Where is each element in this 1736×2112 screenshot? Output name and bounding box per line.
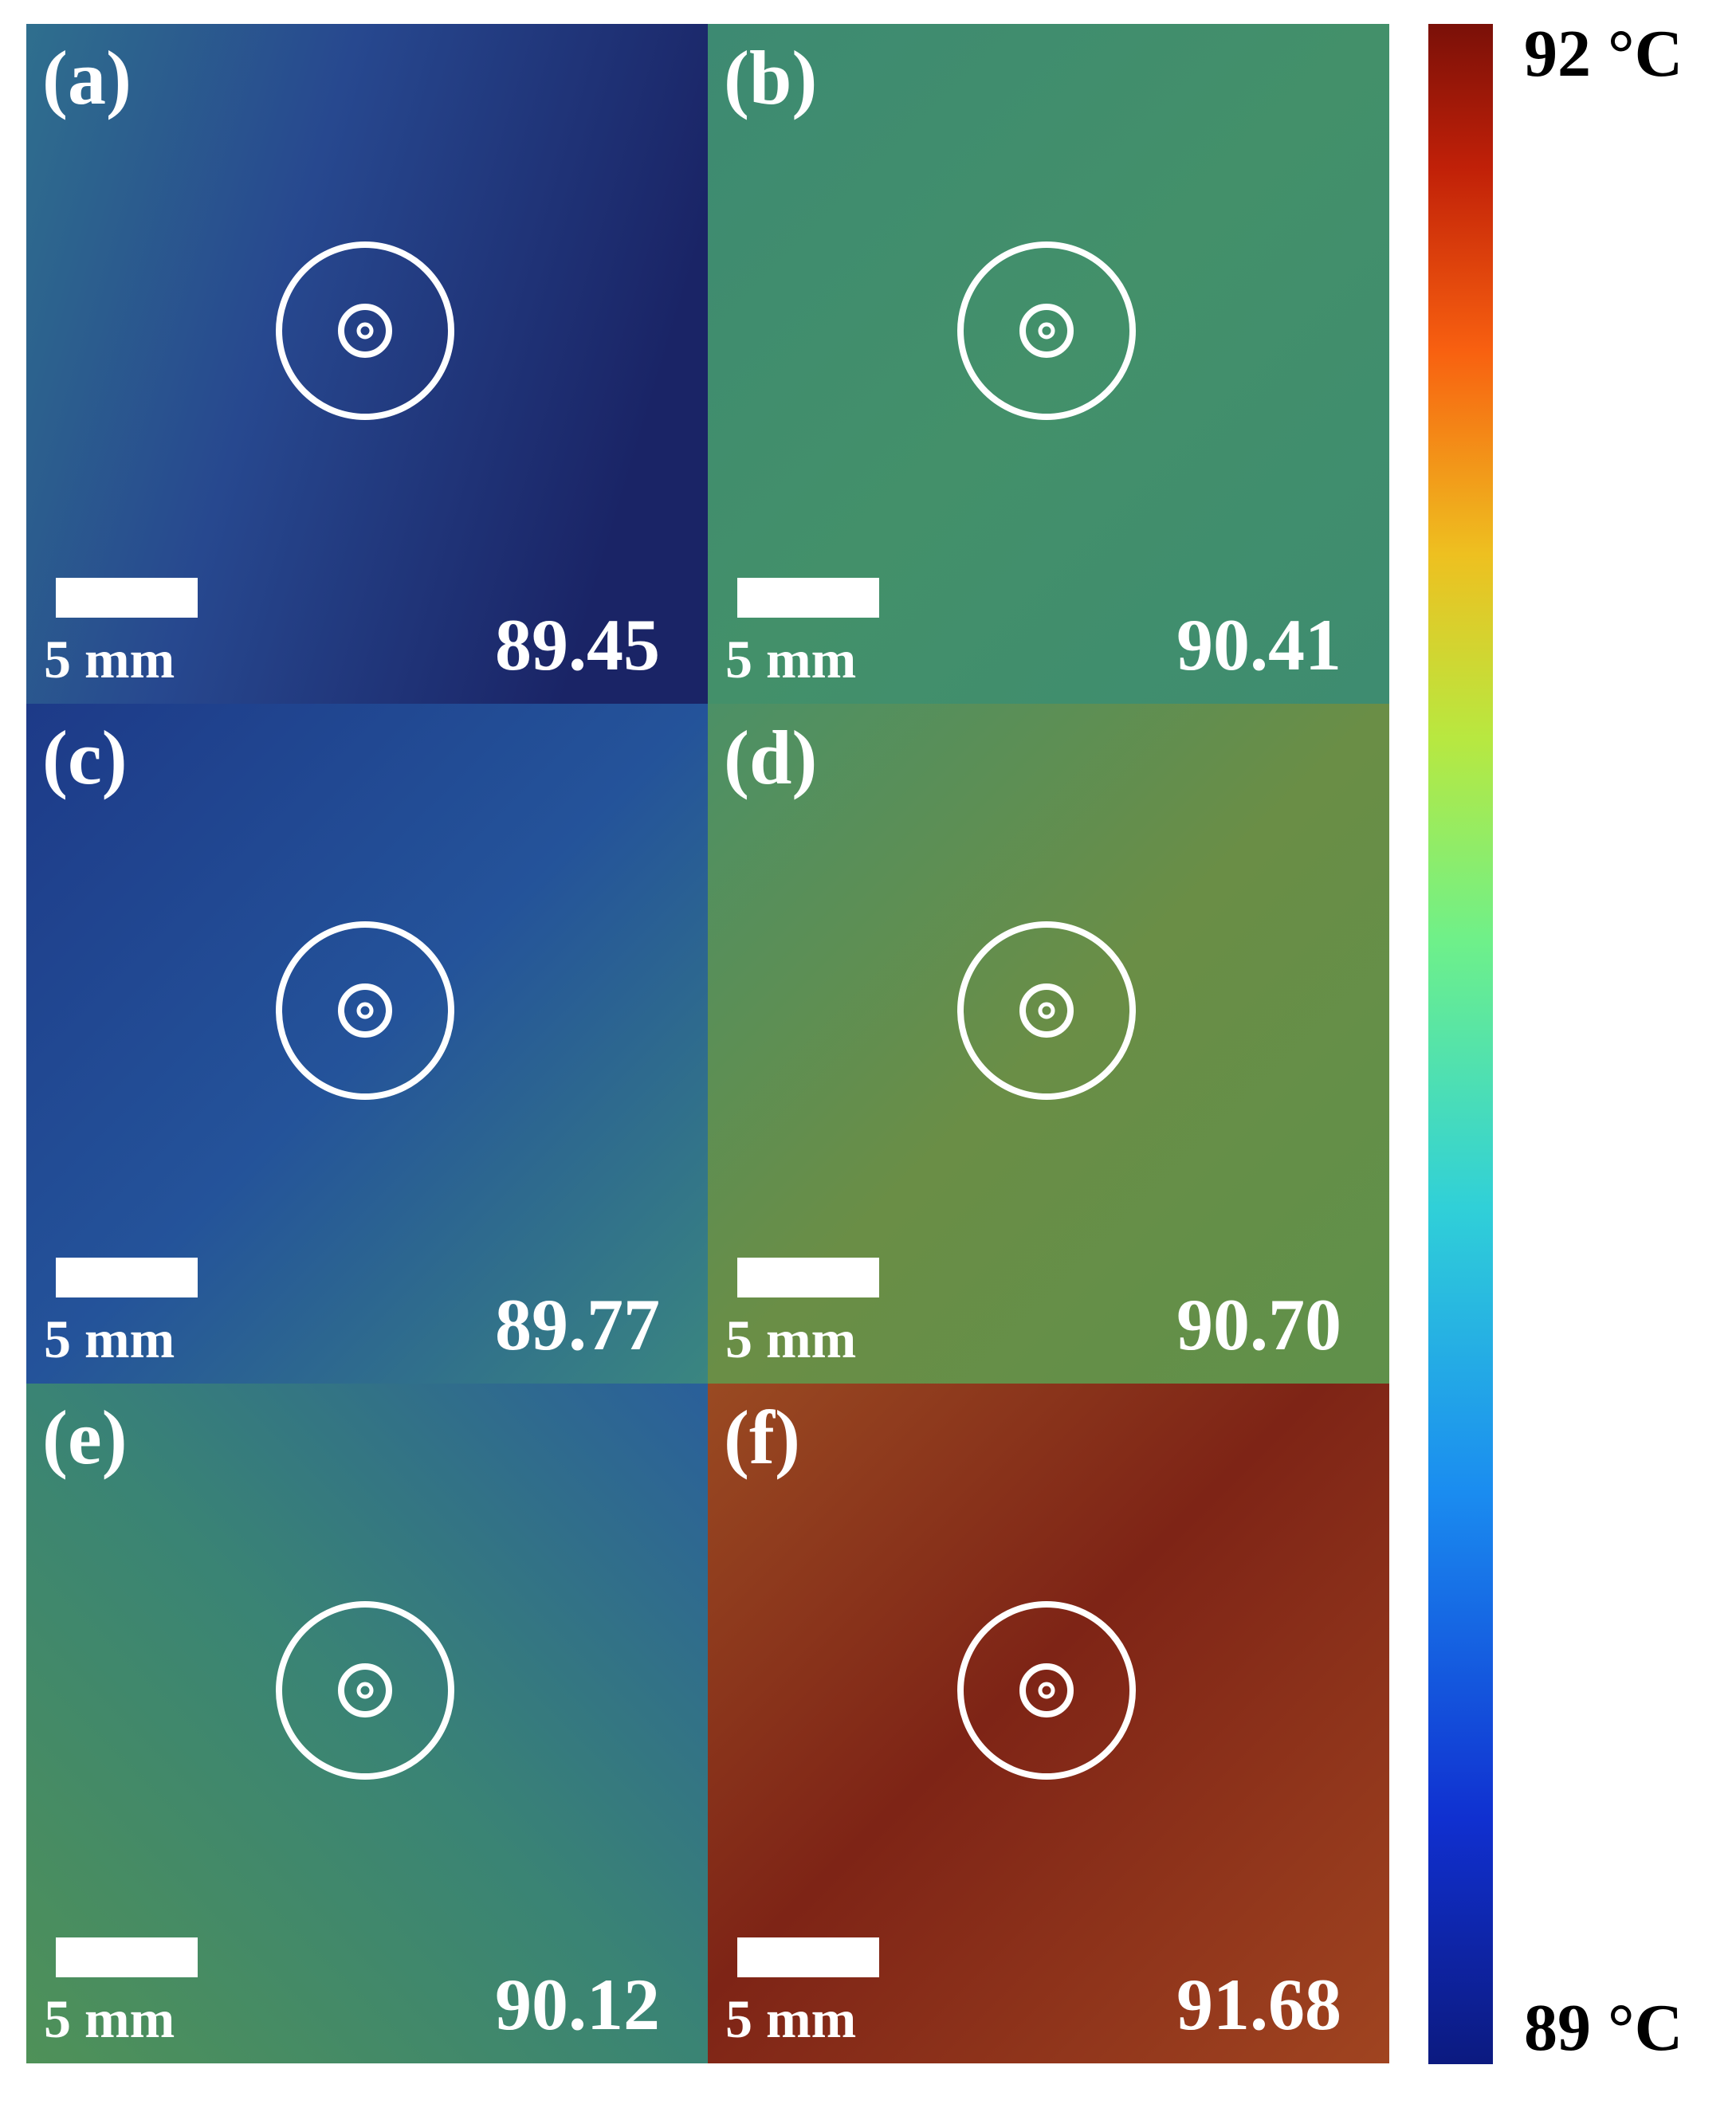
temperature-value: 89.77: [495, 1284, 660, 1365]
target-outer-ring: [957, 241, 1136, 420]
target-inner-ring: [338, 1663, 392, 1717]
thermal-panel: (b) 5 mm 90.41: [708, 24, 1389, 704]
target-dot: [1038, 322, 1055, 340]
panel-label: (d): [724, 715, 817, 800]
temperature-value: 90.70: [1176, 1284, 1341, 1365]
target-inner-ring: [1019, 983, 1074, 1038]
temperature-value: 90.12: [495, 1964, 660, 2045]
panel-label: (c): [42, 715, 128, 800]
colorbar: [1428, 24, 1493, 2064]
target-outer-ring: [957, 921, 1136, 1100]
target-dot: [356, 322, 374, 340]
thermal-panel: (d) 5 mm 90.70: [708, 704, 1389, 1384]
target-dot: [356, 1002, 374, 1019]
panel-label: (e): [42, 1395, 128, 1480]
scale-bar-label: 5 mm: [725, 1988, 856, 2049]
thermal-panel: (f) 5 mm 91.68: [708, 1384, 1389, 2063]
thermal-panel: (a) 5 mm 89.45: [26, 24, 708, 704]
scale-bar: [56, 578, 198, 618]
panel-label: (f): [724, 1395, 800, 1480]
scale-bar: [56, 1258, 198, 1297]
scale-bar: [737, 578, 879, 618]
colorbar-max-label: 92 °C: [1524, 17, 1683, 91]
scale-bar: [56, 1937, 198, 1977]
scale-bar-label: 5 mm: [725, 1309, 856, 1369]
target-dot: [356, 1682, 374, 1699]
thermal-panel: (c) 5 mm 89.77: [26, 704, 708, 1384]
thermal-panel: (e) 5 mm 90.12: [26, 1384, 708, 2063]
target-outer-ring: [957, 1601, 1136, 1780]
scale-bar-label: 5 mm: [44, 1988, 175, 2049]
target-inner-ring: [1019, 304, 1074, 358]
target-inner-ring: [1019, 1663, 1074, 1717]
target-inner-ring: [338, 304, 392, 358]
target-outer-ring: [276, 921, 454, 1100]
scale-bar-label: 5 mm: [725, 629, 856, 689]
temperature-value: 90.41: [1176, 604, 1341, 685]
target-dot: [1038, 1682, 1055, 1699]
colorbar-min-label: 89 °C: [1524, 1991, 1683, 2065]
scale-bar-label: 5 mm: [44, 629, 175, 689]
target-inner-ring: [338, 983, 392, 1038]
scale-bar: [737, 1258, 879, 1297]
panel-label: (b): [724, 35, 817, 120]
target-dot: [1038, 1002, 1055, 1019]
temperature-value: 89.45: [495, 604, 660, 685]
target-outer-ring: [276, 241, 454, 420]
target-outer-ring: [276, 1601, 454, 1780]
panel-label: (a): [42, 35, 132, 120]
temperature-value: 91.68: [1176, 1964, 1341, 2045]
scale-bar: [737, 1937, 879, 1977]
scale-bar-label: 5 mm: [44, 1309, 175, 1369]
